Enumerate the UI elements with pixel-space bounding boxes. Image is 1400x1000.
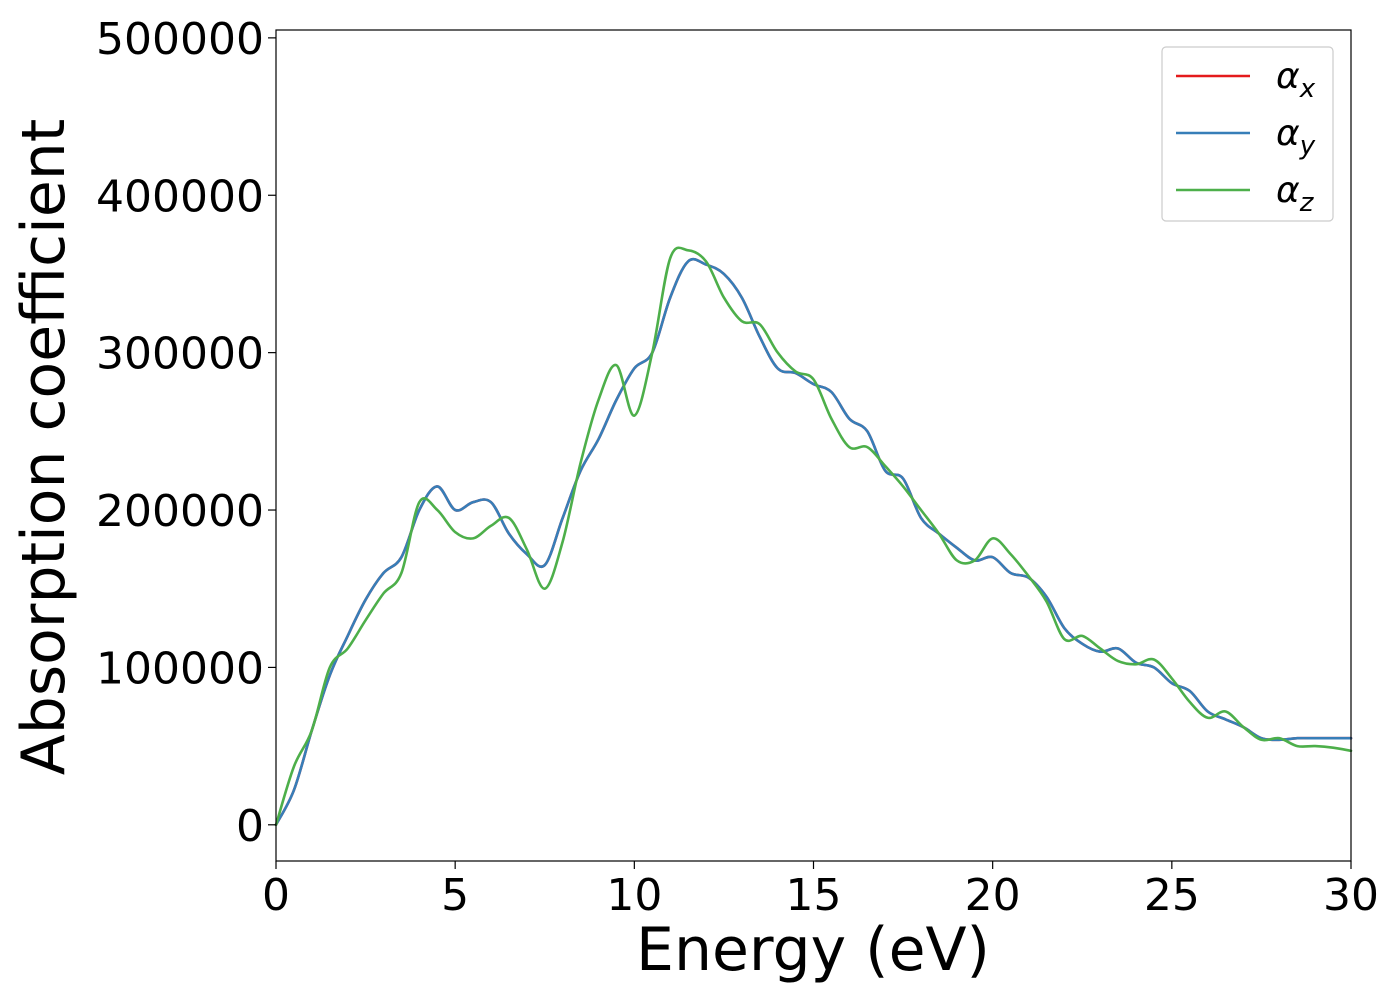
x-axis: 0 5 10 15 20 25 30 bbox=[262, 861, 1379, 921]
y-axis-title: Absorption coefficient bbox=[9, 119, 79, 776]
y-tick-label: 400000 bbox=[96, 171, 264, 222]
y-tick-label: 300000 bbox=[96, 329, 264, 380]
legend: αx αy αz bbox=[1161, 46, 1334, 222]
series-lines bbox=[274, 246, 1353, 827]
series-line-alpha-z bbox=[274, 246, 1353, 827]
x-tick-label: 0 bbox=[262, 870, 290, 921]
series-line-alpha-y bbox=[274, 257, 1353, 827]
legend-label-alpha-y: αy bbox=[1276, 113, 1316, 161]
y-tick-label: 500000 bbox=[96, 14, 264, 65]
x-axis-title: Energy (eV) bbox=[636, 915, 990, 985]
x-tick-label: 5 bbox=[441, 870, 469, 921]
x-tick-label: 30 bbox=[1323, 870, 1379, 921]
x-tick-label: 20 bbox=[965, 870, 1021, 921]
legend-label-alpha-x: αx bbox=[1276, 56, 1316, 104]
y-axis: 0 100000 200000 300000 400000 500000 bbox=[96, 14, 276, 852]
y-tick-label: 200000 bbox=[96, 486, 264, 537]
y-tick-label: 0 bbox=[236, 801, 264, 852]
x-tick-label: 25 bbox=[1144, 870, 1200, 921]
x-tick-label: 10 bbox=[606, 870, 662, 921]
x-tick-label: 15 bbox=[786, 870, 842, 921]
y-tick-label: 100000 bbox=[96, 643, 264, 694]
legend-label-alpha-z: αz bbox=[1276, 170, 1315, 218]
